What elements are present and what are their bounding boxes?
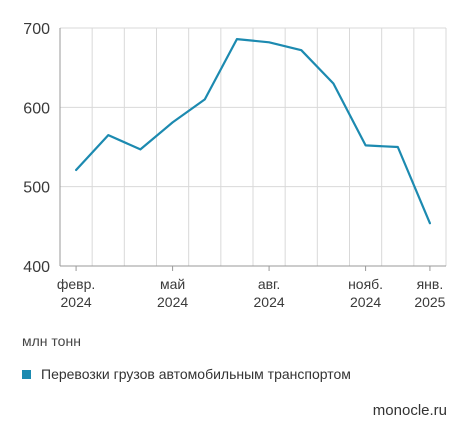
x-tick-label-year: 2024 xyxy=(157,294,188,310)
x-tick-label-month: май xyxy=(160,276,185,292)
x-tick-label-year: 2024 xyxy=(61,294,92,310)
line-chart: 400 500 600 700 февр. 2024 май 2024 авг. 2024 нояб… xyxy=(23,21,447,310)
x-tick-label-year: 2025 xyxy=(414,294,445,310)
y-tick-label: 700 xyxy=(23,21,50,38)
axes xyxy=(59,28,446,271)
x-tick-label-month: февр. xyxy=(57,276,95,292)
x-tick-label-month: янв. xyxy=(417,276,444,292)
series-lines xyxy=(74,37,431,225)
y-axis-label: млн тонн xyxy=(22,333,81,349)
legend: Перевозки грузов автомобильным транспорт… xyxy=(22,366,351,382)
y-tick-label: 500 xyxy=(23,180,50,197)
series-line xyxy=(74,37,431,225)
source-label: monocle.ru xyxy=(372,402,447,419)
tick-labels: 400 500 600 700 февр. 2024 май 2024 авг. 2024 нояб… xyxy=(23,21,445,310)
y-tick-label: 400 xyxy=(23,259,50,276)
legend-label: Перевозки грузов автомобильным транспорт… xyxy=(41,366,351,382)
x-tick-label-month: авг. xyxy=(258,276,281,292)
legend-swatch xyxy=(22,369,31,379)
x-tick-label-year: 2024 xyxy=(350,294,381,310)
x-tick-label-month: нояб. xyxy=(348,276,383,292)
x-tick-label-year: 2024 xyxy=(254,294,285,310)
y-tick-label: 600 xyxy=(23,100,50,117)
